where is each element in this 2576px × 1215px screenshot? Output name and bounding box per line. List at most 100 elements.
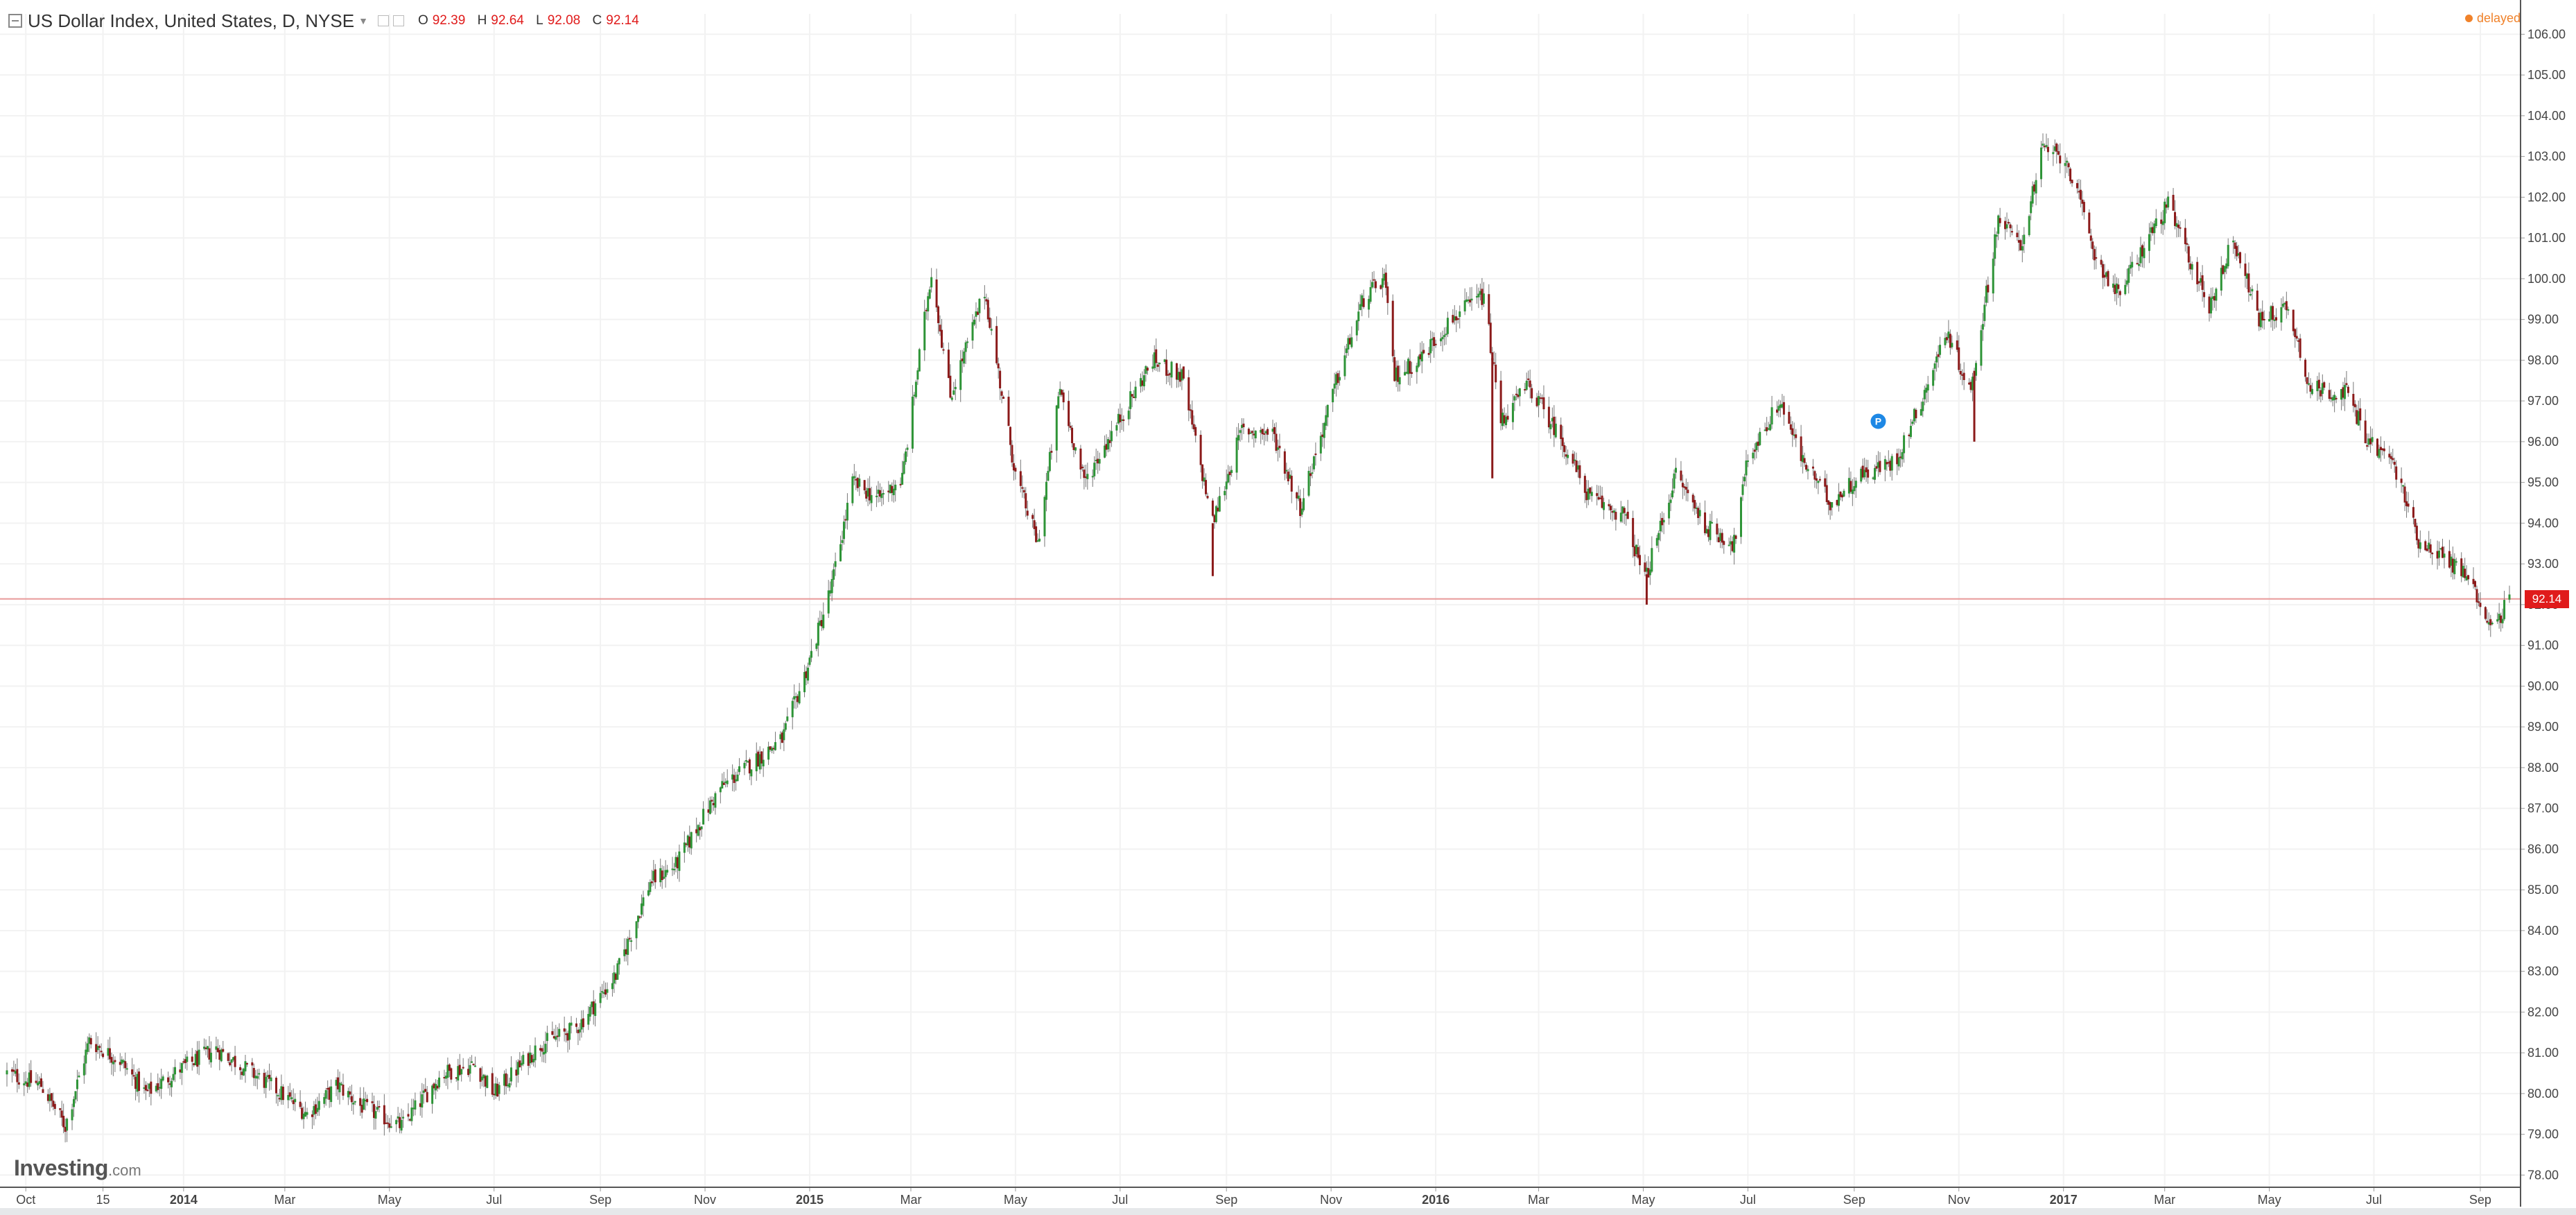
candle-body bbox=[1527, 378, 1530, 380]
candle bbox=[822, 602, 825, 630]
candle-body bbox=[869, 488, 871, 501]
candle-body bbox=[611, 983, 613, 990]
collapse-icon[interactable] bbox=[8, 14, 22, 28]
candle bbox=[1062, 389, 1065, 411]
candle-body bbox=[1091, 476, 1094, 478]
candle bbox=[2424, 540, 2427, 551]
candle bbox=[659, 859, 662, 887]
candle-body bbox=[299, 1101, 302, 1108]
candle-body bbox=[971, 322, 974, 341]
candle-body bbox=[935, 279, 938, 308]
candle-body bbox=[877, 490, 880, 494]
candle-body bbox=[940, 329, 943, 348]
candle-body bbox=[2213, 295, 2216, 301]
candle bbox=[1549, 421, 1552, 439]
event-marker[interactable]: P bbox=[1870, 413, 1886, 429]
candle bbox=[2335, 395, 2338, 404]
candle-body bbox=[733, 775, 736, 784]
candle-body bbox=[1659, 521, 1662, 532]
candle bbox=[1710, 510, 1713, 524]
candle bbox=[1409, 349, 1411, 386]
candle bbox=[1879, 452, 1881, 475]
candle-body bbox=[2234, 242, 2236, 249]
candle bbox=[266, 1070, 269, 1083]
candle bbox=[2486, 609, 2489, 624]
candle bbox=[803, 664, 806, 698]
candle bbox=[745, 750, 747, 766]
candle bbox=[995, 316, 998, 365]
candle-body bbox=[1492, 362, 1495, 364]
candle-body bbox=[1043, 497, 1046, 537]
candle-body bbox=[1994, 234, 1996, 259]
candle-body bbox=[552, 1036, 555, 1039]
candle bbox=[1831, 502, 1834, 516]
candle bbox=[1745, 449, 1748, 487]
close-icon[interactable] bbox=[392, 15, 404, 26]
settings-icon[interactable] bbox=[377, 15, 389, 26]
candle-body bbox=[1779, 404, 1782, 408]
candle-body bbox=[436, 1085, 439, 1089]
candle-body bbox=[6, 1070, 8, 1075]
candle bbox=[1615, 508, 1617, 531]
candle bbox=[2306, 377, 2308, 394]
candle-body bbox=[397, 1116, 399, 1119]
candle-body bbox=[1300, 508, 1303, 515]
candle-body bbox=[1191, 410, 1194, 425]
candle-body bbox=[1397, 365, 1400, 382]
candle bbox=[1081, 464, 1084, 472]
candle bbox=[2428, 531, 2430, 553]
candle bbox=[1312, 455, 1315, 472]
candle-body bbox=[1134, 386, 1137, 399]
candle-body bbox=[2415, 526, 2418, 541]
candle bbox=[1843, 488, 1845, 498]
symbol-title[interactable]: US Dollar Index, United States, D, NYSE bbox=[28, 10, 355, 31]
candle bbox=[2415, 522, 2418, 545]
candle bbox=[2503, 590, 2506, 621]
candle bbox=[1026, 500, 1029, 520]
candle bbox=[1789, 416, 1792, 435]
candle-body bbox=[1242, 423, 1245, 428]
candle bbox=[157, 1073, 159, 1094]
candle bbox=[580, 1010, 583, 1038]
candle-body bbox=[1535, 397, 1538, 406]
candle-body bbox=[1475, 295, 1478, 298]
candle bbox=[1014, 465, 1017, 480]
candle-body bbox=[2414, 519, 2417, 527]
marker-label: P bbox=[1875, 416, 1881, 427]
candle bbox=[1170, 361, 1173, 388]
candle-body bbox=[1615, 512, 1617, 520]
candle bbox=[1106, 437, 1109, 453]
chevron-down-icon[interactable]: ▼ bbox=[358, 15, 368, 26]
candle-body bbox=[2379, 447, 2382, 451]
candle bbox=[1192, 415, 1195, 432]
candle-body bbox=[1661, 517, 1664, 526]
candle bbox=[1264, 430, 1267, 442]
candle bbox=[690, 831, 693, 855]
candle-body bbox=[556, 1035, 559, 1037]
candle-body bbox=[2078, 191, 2080, 193]
candle-body bbox=[2220, 268, 2222, 291]
candle-body bbox=[1452, 315, 1454, 323]
candle bbox=[244, 1055, 247, 1083]
candle-body bbox=[1728, 544, 1730, 546]
candle-body bbox=[875, 495, 878, 497]
candle bbox=[2175, 216, 2178, 238]
candle bbox=[2489, 614, 2492, 637]
candle-body bbox=[638, 916, 641, 918]
marker-circle[interactable] bbox=[1870, 413, 1886, 429]
candle-body bbox=[426, 1092, 428, 1103]
candle bbox=[1515, 386, 1517, 401]
bottom-scroll-strip[interactable] bbox=[0, 1208, 2576, 1215]
ohlc-close-label: C bbox=[592, 13, 602, 28]
candle bbox=[611, 973, 613, 997]
candle bbox=[2333, 391, 2336, 413]
candle bbox=[721, 773, 724, 789]
candle bbox=[6, 1062, 8, 1087]
candle-body bbox=[664, 870, 667, 877]
candle-body bbox=[1766, 427, 1768, 431]
candle-body bbox=[688, 836, 691, 848]
candle bbox=[1887, 450, 1890, 467]
candle bbox=[1127, 406, 1130, 426]
candle-body bbox=[1730, 541, 1732, 545]
